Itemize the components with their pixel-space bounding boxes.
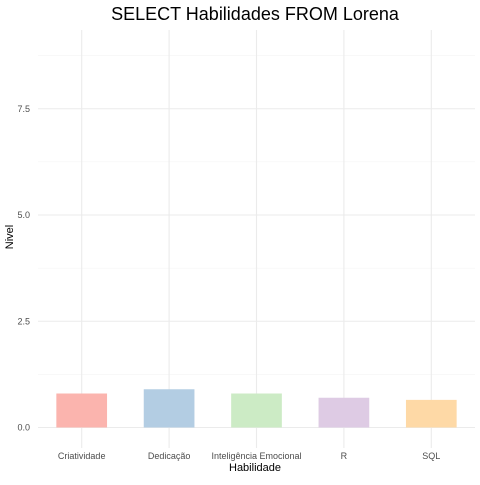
bar-sql (405, 399, 457, 428)
y-tick-label: 0.0 (17, 423, 30, 433)
x-tick-label: SQL (422, 451, 440, 461)
x-tick-label: Criatividade (58, 451, 106, 461)
x-tick-label: R (341, 451, 348, 461)
x-axis-ticks: Criatividade Dedicação Inteligência Emocio… (58, 451, 440, 461)
grid (38, 30, 475, 448)
x-tick-label: Inteligência Emocional (211, 451, 301, 461)
bar-criatividade (56, 393, 108, 428)
bar-dedica-o (143, 389, 195, 428)
bar-r (318, 397, 370, 428)
bar-intelig-ncia-emocional (231, 393, 282, 428)
y-tick-label: 7.5 (17, 104, 30, 114)
x-tick-label: Dedicação (148, 451, 191, 461)
chart-title: SELECT Habilidades FROM Lorena (111, 4, 400, 24)
y-tick-label: 5.0 (17, 210, 30, 220)
y-tick-label: 2.5 (17, 316, 30, 326)
x-axis-title: Habilidade (229, 462, 281, 474)
y-axis-title: Nivel (4, 225, 16, 249)
y-axis-ticks: 0.0 2.5 5.0 7.5 (17, 104, 30, 433)
bars (56, 389, 457, 428)
